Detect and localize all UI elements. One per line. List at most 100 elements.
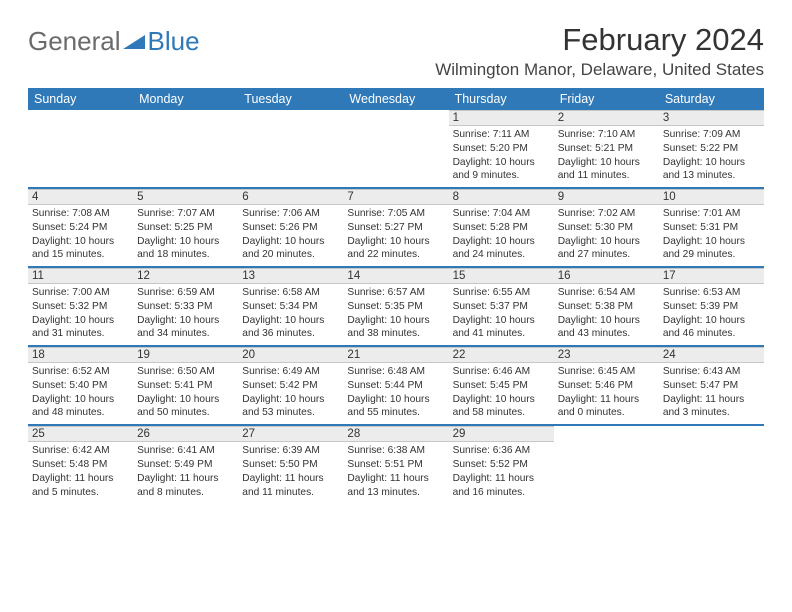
- day-number: 24: [659, 348, 764, 361]
- daylight-text-1: Daylight: 11 hours: [558, 393, 655, 407]
- day-number: 20: [238, 348, 343, 361]
- calendar: Sunday Monday Tuesday Wednesday Thursday…: [28, 88, 764, 503]
- daylight-text-2: and 20 minutes.: [242, 248, 339, 262]
- daylight-text-2: and 53 minutes.: [242, 406, 339, 420]
- daylight-text-2: and 16 minutes.: [453, 486, 550, 500]
- sunset-text: Sunset: 5:42 PM: [242, 379, 339, 393]
- sunset-text: Sunset: 5:25 PM: [137, 221, 234, 235]
- day-info: Sunrise: 7:11 AMSunset: 5:20 PMDaylight:…: [449, 126, 554, 187]
- daylight-text-2: and 13 minutes.: [663, 169, 760, 183]
- daynum-bar: 22: [449, 347, 554, 363]
- calendar-cell: 16 Sunrise: 6:54 AMSunset: 5:38 PMDayligh…: [554, 268, 659, 345]
- sunset-text: Sunset: 5:46 PM: [558, 379, 655, 393]
- calendar-cell: 13Sunrise: 6:58 AMSunset: 5:34 PMDayligh…: [238, 268, 343, 345]
- day-info: Sunrise: 7:00 AMSunset: 5:32 PMDaylight:…: [28, 284, 133, 345]
- daynum-bar: 18: [28, 347, 133, 363]
- sunset-text: Sunset: 5:30 PM: [558, 221, 655, 235]
- daynum-bar: 25: [28, 426, 133, 442]
- calendar-cell: 6Sunrise: 7:06 AMSunset: 5:26 PMDaylight…: [238, 189, 343, 266]
- daylight-text-1: Daylight: 10 hours: [663, 314, 760, 328]
- day-number: 15: [449, 269, 554, 282]
- calendar-cell: 17Sunrise: 6:53 AMSunset: 5:39 PMDayligh…: [659, 268, 764, 345]
- daylight-text-2: and 11 minutes.: [242, 486, 339, 500]
- daylight-text-1: Daylight: 10 hours: [32, 393, 129, 407]
- day-number: 19: [133, 348, 238, 361]
- daynum-bar: 20: [238, 347, 343, 363]
- day-info: Sunrise: 7:01 AMSunset: 5:31 PMDaylight:…: [659, 205, 764, 266]
- day-info: Sunrise: 6:54 AMSunset: 5:38 PMDaylight:…: [554, 284, 659, 345]
- sunrise-text: Sunrise: 7:11 AM: [453, 128, 550, 142]
- calendar-cell: 21Sunrise: 6:48 AMSunset: 5:44 PMDayligh…: [343, 347, 448, 424]
- day-number: 9: [554, 190, 659, 203]
- calendar-cell: 5 Sunrise: 7:07 AMSunset: 5:25 PMDaylight…: [133, 189, 238, 266]
- day-info: Sunrise: 6:50 AMSunset: 5:41 PMDaylight:…: [133, 363, 238, 424]
- logo-text-1: General: [28, 26, 121, 57]
- sunset-text: Sunset: 5:50 PM: [242, 458, 339, 472]
- daynum-bar: 27: [238, 426, 343, 442]
- sunrise-text: Sunrise: 6:45 AM: [558, 365, 655, 379]
- daylight-text-2: and 18 minutes.: [137, 248, 234, 262]
- sunrise-text: Sunrise: 7:01 AM: [663, 207, 760, 221]
- sunset-text: Sunset: 5:40 PM: [32, 379, 129, 393]
- daynum-bar: 23: [554, 347, 659, 363]
- sunrise-text: Sunrise: 7:05 AM: [347, 207, 444, 221]
- day-number: 6: [238, 190, 343, 203]
- daylight-text-2: and 46 minutes.: [663, 327, 760, 341]
- day-info: Sunrise: 6:42 AMSunset: 5:48 PMDaylight:…: [28, 442, 133, 503]
- calendar-cell: 3Sunrise: 7:09 AMSunset: 5:22 PMDaylight…: [659, 110, 764, 187]
- day-number: 21: [343, 348, 448, 361]
- day-info: Sunrise: 6:38 AMSunset: 5:51 PMDaylight:…: [343, 442, 448, 503]
- sunrise-text: Sunrise: 6:42 AM: [32, 444, 129, 458]
- weekday-header-row: Sunday Monday Tuesday Wednesday Thursday…: [28, 88, 764, 110]
- calendar-row: 11Sunrise: 7:00 AMSunset: 5:32 PMDayligh…: [28, 266, 764, 345]
- daylight-text-1: Daylight: 10 hours: [137, 393, 234, 407]
- calendar-cell: [133, 110, 238, 187]
- sunrise-text: Sunrise: 6:48 AM: [347, 365, 444, 379]
- daynum-bar: 12: [133, 268, 238, 284]
- day-number: 2: [554, 111, 659, 124]
- sunrise-text: Sunrise: 6:43 AM: [663, 365, 760, 379]
- daylight-text-1: Daylight: 10 hours: [558, 314, 655, 328]
- calendar-cell: 8Sunrise: 7:04 AMSunset: 5:28 PMDaylight…: [449, 189, 554, 266]
- day-info: Sunrise: 7:04 AMSunset: 5:28 PMDaylight:…: [449, 205, 554, 266]
- day-number: 14: [343, 269, 448, 282]
- daylight-text-1: Daylight: 11 hours: [453, 472, 550, 486]
- calendar-cell: 25Sunrise: 6:42 AMSunset: 5:48 PMDayligh…: [28, 426, 133, 503]
- daylight-text-2: and 5 minutes.: [32, 486, 129, 500]
- daylight-text-2: and 38 minutes.: [347, 327, 444, 341]
- page-header: General Blue February 2024 Wilmington Ma…: [28, 22, 764, 80]
- sunset-text: Sunset: 5:51 PM: [347, 458, 444, 472]
- sunrise-text: Sunrise: 6:59 AM: [137, 286, 234, 300]
- day-info: Sunrise: 7:07 AMSunset: 5:25 PMDaylight:…: [133, 205, 238, 266]
- sunset-text: Sunset: 5:37 PM: [453, 300, 550, 314]
- daylight-text-1: Daylight: 10 hours: [32, 314, 129, 328]
- calendar-cell: 12Sunrise: 6:59 AMSunset: 5:33 PMDayligh…: [133, 268, 238, 345]
- day-number: 5: [133, 190, 238, 203]
- weekday-label: Friday: [554, 92, 659, 106]
- calendar-cell: [238, 110, 343, 187]
- daylight-text-1: Daylight: 10 hours: [453, 156, 550, 170]
- daylight-text-2: and 58 minutes.: [453, 406, 550, 420]
- sunrise-text: Sunrise: 6:41 AM: [137, 444, 234, 458]
- daylight-text-1: Daylight: 10 hours: [663, 235, 760, 249]
- daylight-text-2: and 0 minutes.: [558, 406, 655, 420]
- sunset-text: Sunset: 5:32 PM: [32, 300, 129, 314]
- day-info: Sunrise: 6:36 AMSunset: 5:52 PMDaylight:…: [449, 442, 554, 503]
- day-number: 16: [554, 269, 659, 282]
- sunrise-text: Sunrise: 6:50 AM: [137, 365, 234, 379]
- day-number: 26: [133, 427, 238, 440]
- daynum-bar: 6: [238, 189, 343, 205]
- sunrise-text: Sunrise: 6:46 AM: [453, 365, 550, 379]
- daynum-bar: 26: [133, 426, 238, 442]
- daylight-text-2: and 9 minutes.: [453, 169, 550, 183]
- calendar-cell: 1Sunrise: 7:11 AMSunset: 5:20 PMDaylight…: [449, 110, 554, 187]
- daynum-bar: 28: [343, 426, 448, 442]
- day-number: 23: [554, 348, 659, 361]
- calendar-cell: 18Sunrise: 6:52 AMSunset: 5:40 PMDayligh…: [28, 347, 133, 424]
- daylight-text-2: and 15 minutes.: [32, 248, 129, 262]
- sunrise-text: Sunrise: 7:00 AM: [32, 286, 129, 300]
- day-info: Sunrise: 6:53 AMSunset: 5:39 PMDaylight:…: [659, 284, 764, 345]
- daynum-bar: 13: [238, 268, 343, 284]
- sunrise-text: Sunrise: 6:38 AM: [347, 444, 444, 458]
- weekday-label: Wednesday: [343, 92, 448, 106]
